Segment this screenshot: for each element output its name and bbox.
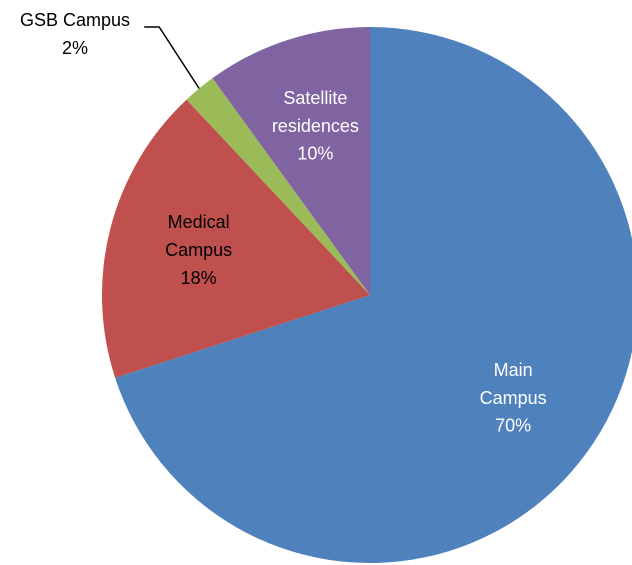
slice-label: GSB Campus	[20, 10, 130, 30]
value-label: 70%	[495, 416, 531, 436]
pie-slice	[115, 27, 632, 563]
pie-slice	[102, 99, 371, 378]
value-label: 18%	[181, 268, 217, 288]
slice-label: Medical Campus	[165, 212, 232, 260]
value-label: 2%	[62, 38, 88, 58]
value-label: 10%	[297, 144, 333, 164]
slice-label: Satellite residences	[272, 88, 359, 136]
slice-label: Main Campus	[480, 360, 547, 408]
leader-line	[144, 26, 200, 89]
pie-slice	[186, 78, 370, 296]
pie-slice	[212, 27, 370, 295]
